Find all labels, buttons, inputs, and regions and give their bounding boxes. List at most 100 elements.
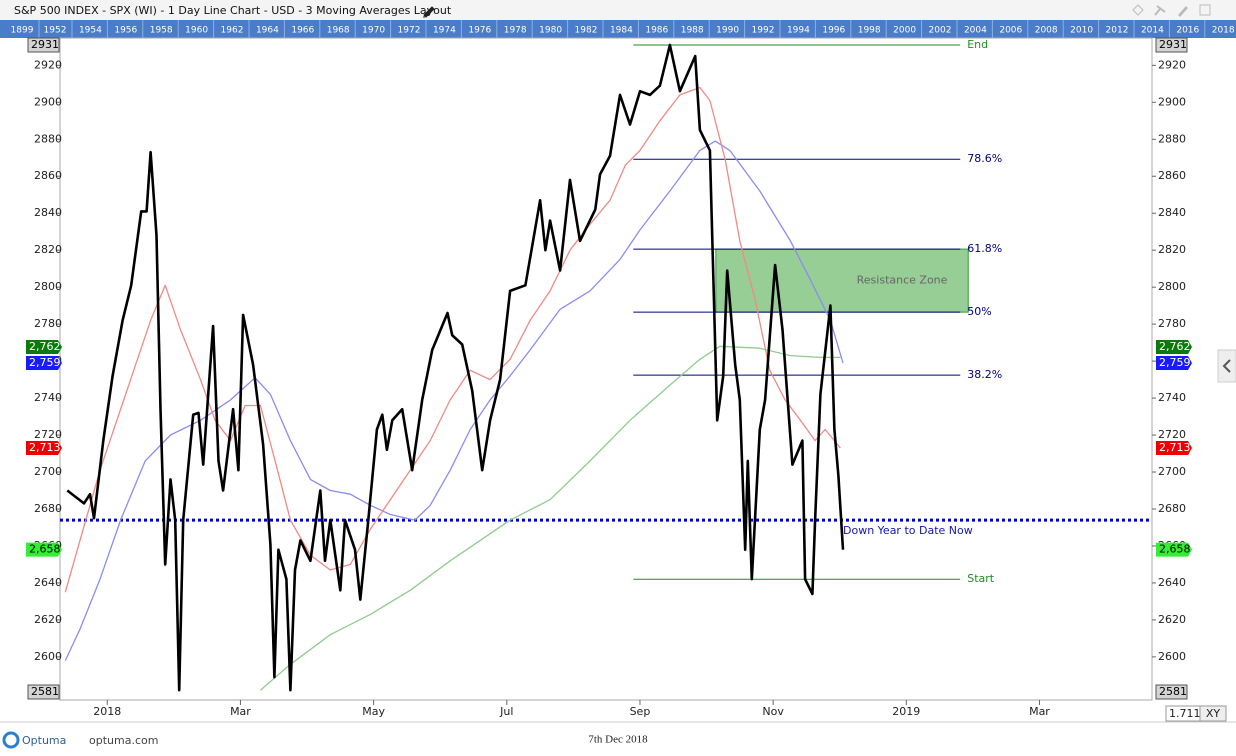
- value-marker: [1156, 542, 1192, 557]
- edit-icon[interactable]: [423, 6, 435, 18]
- value-marker: [26, 355, 62, 370]
- y-tick-label: 2640: [34, 576, 62, 589]
- value-marker: [1156, 355, 1192, 370]
- year-label: 1984: [610, 26, 633, 36]
- value-marker: [26, 339, 62, 354]
- value-marker-label: 2,658: [29, 543, 61, 556]
- y-tick-label-right: 2920: [1158, 58, 1186, 71]
- year-label: 1974: [433, 26, 456, 36]
- year-label: 1964: [256, 26, 279, 36]
- logo: Optuma: [22, 734, 66, 747]
- year-label: 1978: [504, 26, 527, 36]
- y-tick-label-right: 2880: [1158, 132, 1186, 145]
- side-tab-arrow[interactable]: [1222, 359, 1231, 373]
- mode-box[interactable]: [1199, 705, 1227, 722]
- window-icon[interactable]: [1199, 4, 1211, 16]
- year-label: 1990: [716, 26, 739, 36]
- y-tick-label-right: 2840: [1158, 206, 1186, 219]
- value-marker: [1156, 440, 1192, 455]
- value-marker: [1156, 339, 1192, 354]
- y-tick-label-right: 2600: [1158, 650, 1186, 663]
- year-label: 1962: [221, 26, 244, 36]
- year-label: 2000: [893, 26, 916, 36]
- year-label: 1972: [398, 26, 421, 36]
- side-tab[interactable]: [1217, 349, 1236, 383]
- y-tick-label: 2900: [34, 95, 62, 108]
- year-label: 1960: [185, 26, 208, 36]
- year-label: 1988: [681, 26, 704, 36]
- year-label: 1970: [362, 26, 385, 36]
- site: optuma.com: [89, 734, 158, 747]
- y-tick-label: 2680: [34, 502, 62, 515]
- x-tick-label: 2019: [892, 705, 920, 718]
- y-tick-label: 2860: [34, 169, 62, 182]
- fib-label: Start: [967, 572, 995, 585]
- fib-label: 61.8%: [967, 242, 1002, 255]
- year-label: 1899: [11, 26, 34, 36]
- year-strip: [0, 20, 1236, 38]
- diamond-icon[interactable]: [1132, 4, 1144, 16]
- year-label: 2008: [1035, 26, 1058, 36]
- year-label: 1968: [327, 26, 350, 36]
- y-tick-label-right: 2720: [1158, 428, 1186, 441]
- value-marker-label: 2,713: [1159, 441, 1191, 454]
- year-label: 1986: [645, 26, 668, 36]
- year-label: 1992: [752, 26, 775, 36]
- pin-icon[interactable]: [1154, 5, 1166, 16]
- year-label: 1982: [575, 26, 598, 36]
- fib-label: End: [967, 38, 988, 51]
- year-label: 2016: [1176, 26, 1199, 36]
- title-bar: [0, 0, 1236, 20]
- y-tick-label: 2840: [34, 206, 62, 219]
- y-tick-label: 2920: [34, 58, 62, 71]
- year-label: 2006: [999, 26, 1022, 36]
- pen-icon[interactable]: [1178, 6, 1188, 17]
- year-label: 1998: [858, 26, 881, 36]
- fib-label: 38.2%: [967, 368, 1002, 381]
- value-marker-label: 2,762: [29, 340, 61, 353]
- x-tick-label: Nov: [762, 705, 784, 718]
- value-marker-label: 2,713: [29, 441, 61, 454]
- y-tick-label-right: 2780: [1158, 317, 1186, 330]
- value-marker-label: 2,759: [1159, 356, 1191, 369]
- y-tick-label: 2800: [34, 280, 62, 293]
- series-line: [64, 140, 844, 661]
- range-box: [1155, 684, 1188, 700]
- y-tick-label-right: 2900: [1158, 95, 1186, 108]
- year-label: 1958: [150, 26, 173, 36]
- range-box: [27, 37, 60, 53]
- year-label: 1976: [468, 26, 491, 36]
- y-tick-label-right: 2680: [1158, 502, 1186, 515]
- year-label: 2010: [1070, 26, 1093, 36]
- year-label: 1956: [114, 26, 137, 36]
- range-box: [1155, 37, 1188, 53]
- chart-title: S&P 500 INDEX - SPX (WI) - 1 Day Line Ch…: [14, 4, 452, 17]
- annotation: Down Year to Date Now: [843, 524, 973, 537]
- year-label: 1954: [79, 26, 102, 36]
- year-label: 1952: [44, 26, 67, 36]
- range-label: 2581: [1159, 685, 1187, 698]
- x-tick-label: 2018: [93, 705, 121, 718]
- y-tick-label-right: 2800: [1158, 280, 1186, 293]
- footer-date: 7th Dec 2018: [588, 734, 648, 746]
- year-label: 2014: [1141, 26, 1164, 36]
- range-label: 2931: [1159, 38, 1187, 51]
- resistance-zone: [715, 248, 969, 313]
- x-tick-label: May: [362, 705, 385, 718]
- year-label: 1980: [539, 26, 562, 36]
- y-tick-label: 2620: [34, 613, 62, 626]
- y-tick-label-right: 2640: [1158, 576, 1186, 589]
- x-tick-label: Jul: [499, 705, 513, 718]
- y-tick-label-right: 2740: [1158, 391, 1186, 404]
- y-tick-label: 2880: [34, 132, 62, 145]
- value-marker-label: 2,658: [1159, 543, 1191, 556]
- fib-label: 50%: [967, 305, 991, 318]
- y-tick-label: 2780: [34, 317, 62, 330]
- year-label: 1994: [787, 26, 810, 36]
- value-marker: [26, 542, 62, 557]
- year-label: 2002: [929, 26, 952, 36]
- y-tick-label: 2600: [34, 650, 62, 663]
- y-tick-label-right: 2620: [1158, 613, 1186, 626]
- year-label: 2018: [1212, 26, 1235, 36]
- range-box: [27, 684, 60, 700]
